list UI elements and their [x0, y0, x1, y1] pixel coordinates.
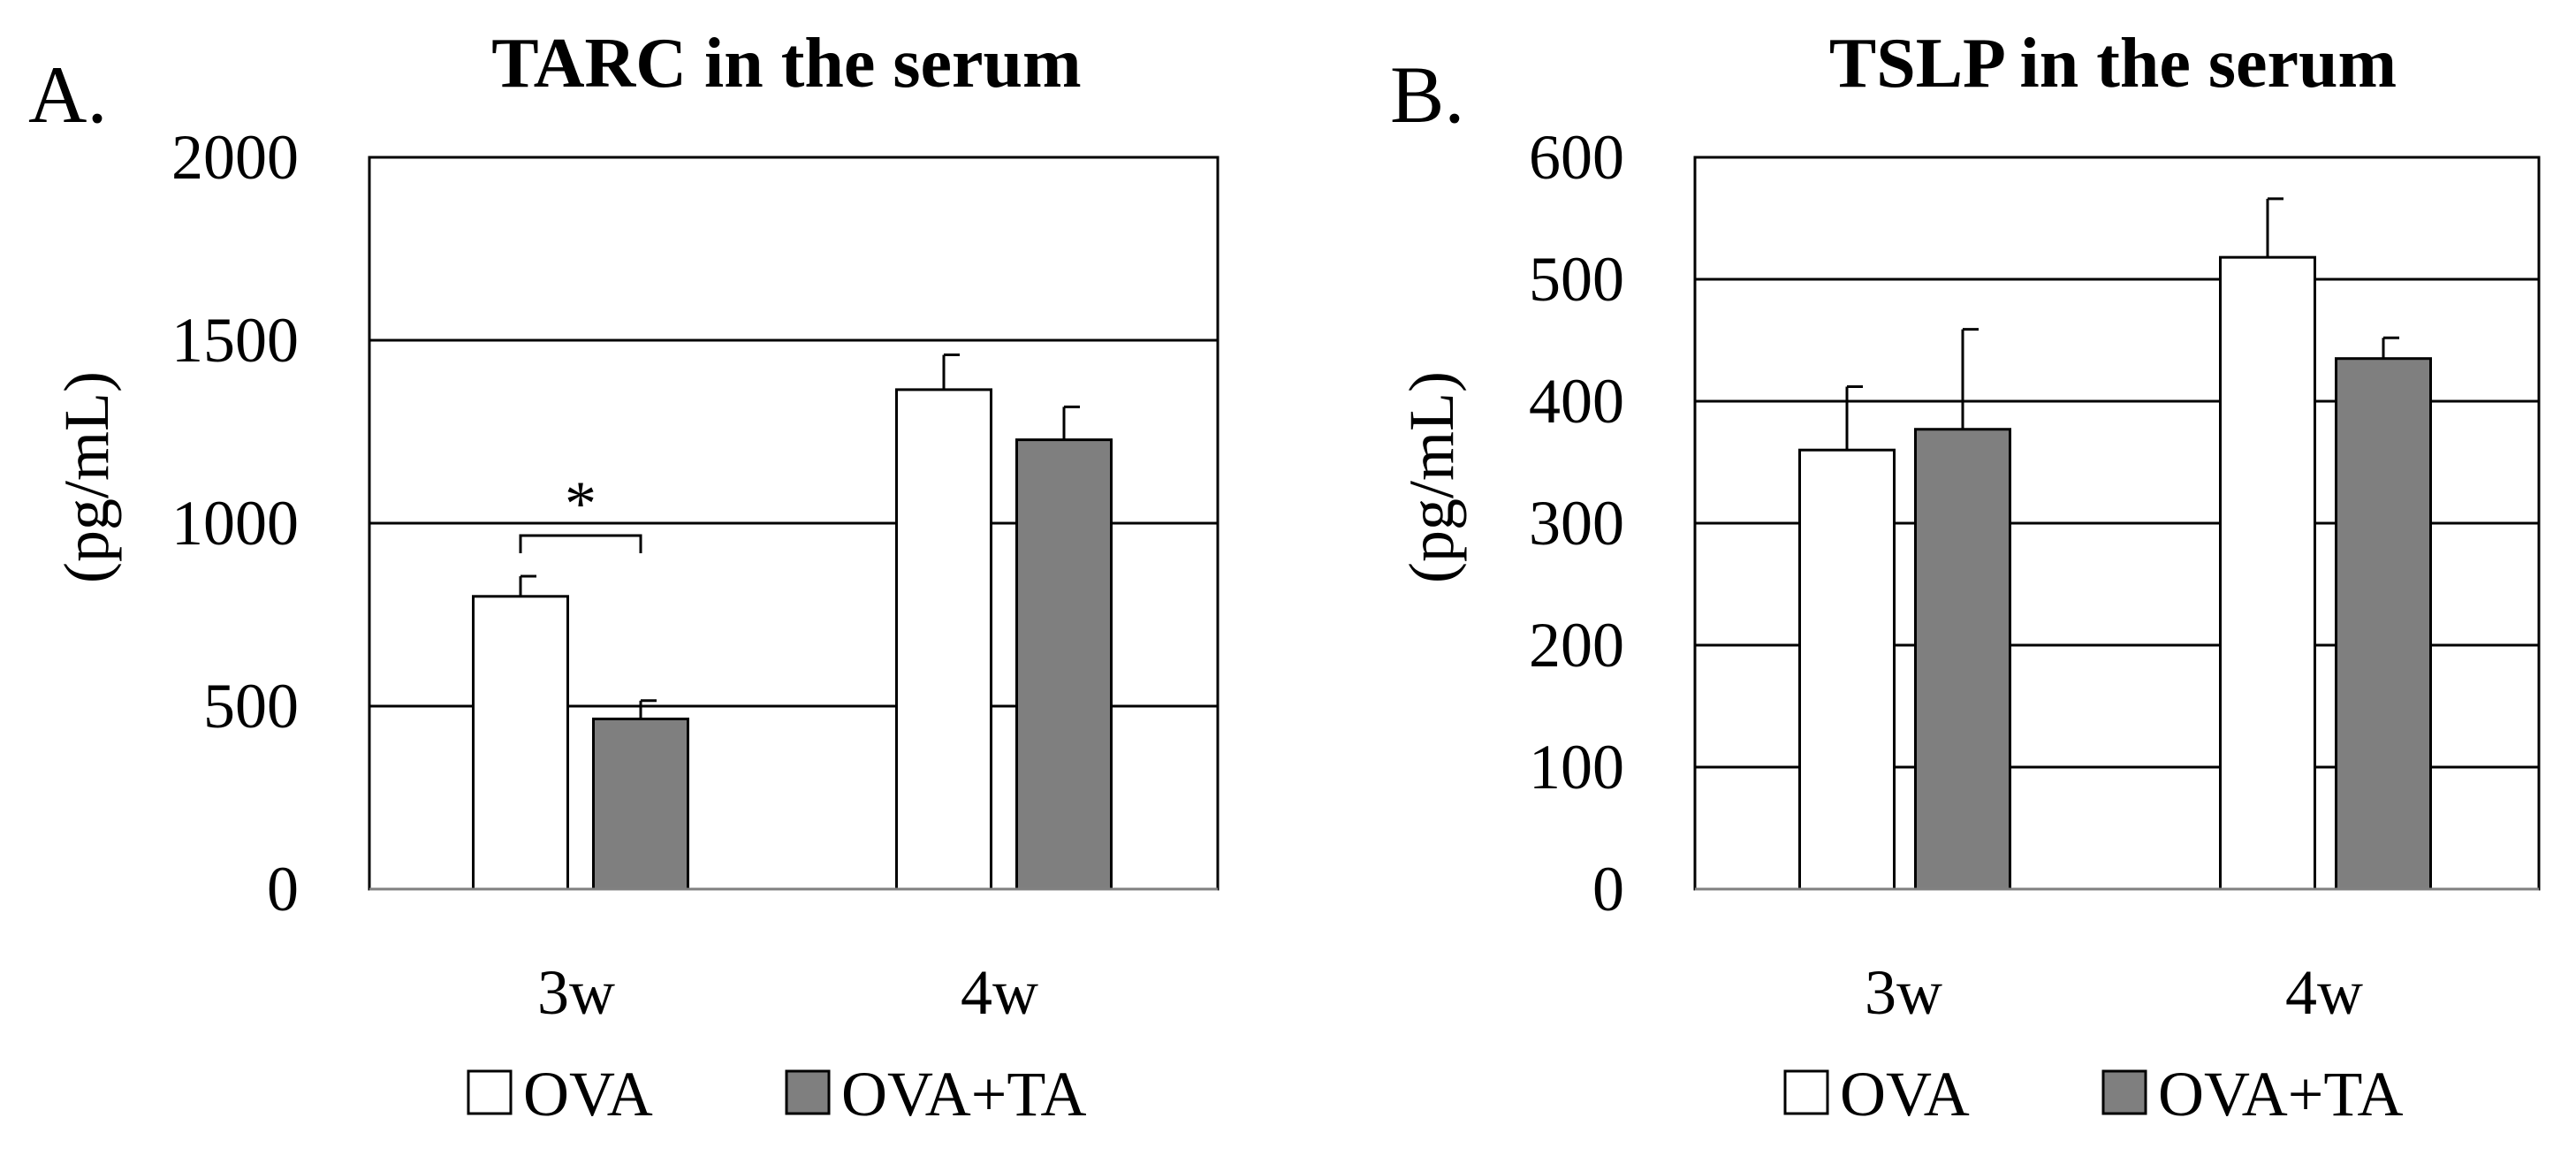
bar-ova-ta-4w: [1015, 438, 1113, 891]
bracket-line: [519, 534, 642, 553]
y-tick-label: 500: [1529, 244, 1624, 315]
bar-ova-3w: [1798, 448, 1896, 891]
panel-label: A.: [28, 49, 107, 140]
x-tick-label: 4w: [2285, 957, 2363, 1028]
bar-ova-4w: [2219, 255, 2316, 891]
error-bar-ova-ta-3w: [639, 699, 657, 719]
x-tick-label: 3w: [1865, 957, 1942, 1028]
bar-ova-ta-3w: [1914, 428, 2011, 891]
chart-panel-a: A. TARC in the serum 0 500 1000 1500 2000 (pg/m…: [28, 25, 1220, 1129]
error-bar-ova-3w: [519, 574, 536, 597]
panel-label: B.: [1390, 49, 1464, 140]
bar-ova-3w: [472, 595, 569, 891]
y-tick-label: 200: [1529, 610, 1624, 681]
y-tick-label: 600: [1529, 122, 1624, 193]
significance-asterisk: *: [565, 468, 597, 539]
y-tick-label: 0: [1592, 854, 1624, 924]
legend-label-ova: OVA: [523, 1059, 653, 1129]
significance-bracket: *: [519, 468, 642, 553]
error-bar-ova-4w: [942, 354, 960, 390]
y-axis-label: (pg/mL): [51, 371, 122, 583]
y-tick-label: 1500: [171, 305, 299, 376]
bar-ova-ta-3w: [592, 717, 689, 891]
legend-swatch-ova: [467, 1069, 513, 1115]
legend-label-ova: OVA: [1840, 1059, 1970, 1129]
y-tick-label: 300: [1529, 488, 1624, 559]
chart-title: TARC in the serum: [491, 25, 1081, 103]
y-tick-label: 2000: [171, 122, 299, 193]
chart-title: TSLP in the serum: [1829, 25, 2397, 103]
error-bar-ova-3w: [1845, 384, 1863, 451]
legend: OVA OVA+TA: [467, 1059, 1087, 1129]
x-tick-label: 4w: [961, 957, 1038, 1028]
error-bar-ova-ta-4w: [2382, 336, 2399, 359]
y-tick-label: 0: [267, 854, 299, 924]
error-bar-ova-ta-3w: [1961, 328, 1979, 430]
bar-ova-4w: [895, 388, 992, 891]
error-bar-ova-ta-4w: [1062, 405, 1080, 440]
legend: OVA OVA+TA: [1783, 1059, 2404, 1129]
bar-ova-ta-4w: [2335, 357, 2432, 891]
y-axis-label: (pg/mL): [1396, 371, 1467, 583]
legend-swatch-ova-ta: [2101, 1069, 2147, 1115]
legend-label-ova-ta: OVA+TA: [841, 1059, 1087, 1129]
legend-swatch-ova-ta: [785, 1069, 831, 1115]
y-tick-label: 100: [1529, 732, 1624, 802]
chart-panel-b: B. TSLP in the serum 0 100 200 300 400 500 600 (p…: [1390, 25, 2541, 1129]
y-tick-label: 500: [203, 671, 299, 741]
legend-label-ova-ta: OVA+TA: [2158, 1059, 2404, 1129]
error-bar-ova-4w: [2266, 197, 2283, 258]
y-tick-label: 1000: [171, 488, 299, 559]
y-tick-label: 400: [1529, 366, 1624, 437]
legend-swatch-ova: [1783, 1069, 1829, 1115]
x-tick-label: 3w: [537, 957, 615, 1028]
